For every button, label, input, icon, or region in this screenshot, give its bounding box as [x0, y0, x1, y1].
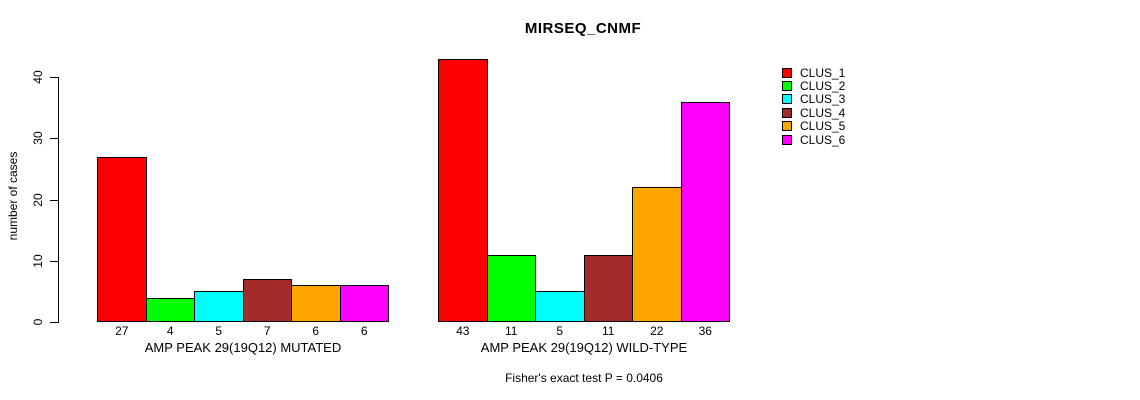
bar-clus_3-group1 [194, 291, 244, 322]
legend-item-clus_4: CLUS_4 [782, 106, 845, 119]
x-axis-group-label: AMP PEAK 29(19Q12) MUTATED [144, 340, 342, 355]
annotation-text: Fisher's exact test P = 0.0406 [505, 371, 663, 385]
y-tick-label: 40 [31, 70, 45, 84]
bar-clus_5-group2 [632, 187, 682, 322]
y-tick [50, 260, 58, 262]
y-tick [50, 322, 58, 323]
y-axis-title: number of cases [6, 151, 20, 241]
bar-value-label: 6 [360, 324, 368, 338]
bar-clus_4-group1 [242, 279, 292, 322]
legend-item-clus_1: CLUS_1 [782, 66, 845, 79]
chart-title: MIRSEQ_CNMF [524, 20, 642, 37]
legend-label: CLUS_1 [800, 65, 846, 80]
legend-swatch [782, 67, 792, 78]
y-axis-line [58, 77, 59, 323]
legend-swatch [782, 94, 792, 105]
bar-clus_1-group1 [97, 156, 147, 322]
legend-swatch [782, 81, 792, 92]
bar-value-label: 6 [312, 324, 320, 338]
y-tick-label: 20 [31, 192, 45, 207]
legend-swatch [782, 107, 792, 118]
legend-label: CLUS_6 [800, 132, 846, 147]
y-tick-label: 0 [31, 318, 45, 326]
legend-label: CLUS_5 [800, 119, 846, 134]
legend-swatch [782, 134, 792, 145]
bar-clus_2-group2 [486, 254, 536, 322]
y-tick [50, 77, 58, 78]
bar-value-label: 11 [505, 324, 518, 338]
y-tick [50, 138, 58, 140]
bar-value-label: 22 [650, 324, 664, 338]
bar-value-label: 11 [602, 324, 615, 338]
x-axis-group-label: AMP PEAK 29(19Q12) WILD-TYPE [480, 340, 688, 355]
legend-item-clus_6: CLUS_6 [782, 133, 845, 146]
legend-item-clus_2: CLUS_2 [782, 79, 845, 92]
bar-clus_2-group1 [145, 297, 195, 322]
legend-item-clus_3: CLUS_3 [782, 93, 845, 106]
bar-value-label: 7 [263, 324, 271, 338]
bar-value-label: 5 [215, 324, 223, 338]
bar-value-label: 36 [698, 324, 712, 338]
y-tick-label: 30 [31, 131, 45, 145]
y-tick-label: 10 [31, 254, 45, 268]
legend-label: CLUS_2 [800, 79, 846, 94]
bar-clus_4-group2 [583, 254, 633, 322]
y-tick [50, 199, 58, 201]
legend-swatch [782, 121, 792, 132]
bar-value-label: 5 [556, 324, 564, 338]
bar-clus_5-group1 [291, 285, 341, 322]
bar-value-label: 43 [456, 324, 470, 338]
legend-label: CLUS_4 [800, 105, 846, 120]
bar-clus_1-group2 [438, 58, 488, 322]
legend-item-clus_5: CLUS_5 [782, 120, 845, 133]
bar-clus_3-group2 [535, 291, 585, 322]
legend: CLUS_1 CLUS_2 CLUS_3 CLUS_4 CLUS_5 CLUS_6 [782, 66, 845, 146]
bar-clus_6-group1 [339, 285, 389, 322]
bar-clus_6-group2 [680, 101, 730, 322]
bar-value-label: 4 [166, 324, 174, 338]
legend-label: CLUS_3 [800, 92, 846, 107]
bar-value-label: 27 [115, 324, 129, 338]
